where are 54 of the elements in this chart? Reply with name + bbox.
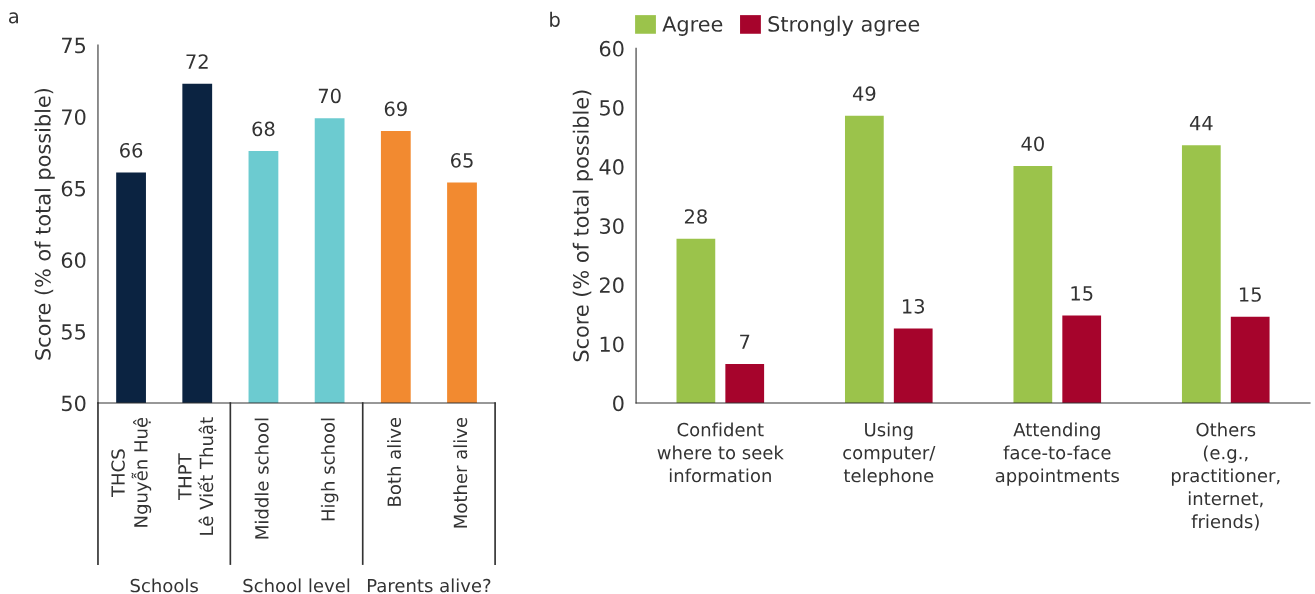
bar [676, 238, 716, 404]
x-tick-label: THCS Nguyễn Huệ [111, 417, 152, 527]
text: Parents alive? [367, 578, 491, 593]
data-label: 65 [450, 152, 473, 168]
y-axis-title: Score (% of total possible) [572, 90, 593, 362]
y-tick-label: 30 [600, 218, 624, 234]
y-tick-label: 55 [61, 324, 86, 340]
y-tick-label: 60 [599, 40, 624, 57]
data-label: 66 [120, 142, 143, 158]
x-tick-label: Using computer/ telephone [843, 422, 936, 486]
data-label: 69 [384, 101, 407, 117]
bar [1230, 316, 1270, 404]
data-label: 70 [318, 88, 341, 104]
bar [893, 328, 933, 404]
data-label: 28 [684, 209, 707, 224]
bar [844, 115, 884, 404]
y-tick-label: 65 [61, 180, 86, 197]
data-label: 7 [740, 334, 750, 349]
chart-title: a [8, 12, 18, 24]
x-tick-label: Both alive [387, 417, 402, 506]
x-tick-label: Mother alive [453, 417, 468, 528]
legend-label: Agree [662, 16, 723, 36]
data-label: 49 [852, 86, 876, 101]
x-tick-label: Middle school [254, 418, 269, 539]
data-label: 44 [1189, 116, 1213, 131]
bar [1062, 315, 1102, 404]
y-tick-label: 0 [613, 395, 624, 412]
y-tick-label: 10 [600, 336, 624, 353]
x-tick-label: Others (e.g., practitioner, internet, friends) [1171, 422, 1280, 531]
text: Schools [130, 578, 198, 593]
data-label: 40 [1021, 136, 1044, 152]
text: School level [243, 578, 350, 593]
data-label: 15 [1239, 287, 1261, 302]
data-label: 15 [1071, 286, 1093, 301]
y-axis-title: Score (% of total possible) [34, 88, 55, 360]
y-tick-label: 40 [599, 159, 624, 175]
chart-title: b [550, 11, 560, 27]
x-tick-label: THPT Lê Viết Thuật [178, 417, 217, 535]
y-tick-label: 50 [61, 395, 86, 412]
data-label: 68 [252, 121, 275, 137]
x-tick-label: Confident where to seek information [657, 422, 784, 483]
y-tick-label: 60 [61, 252, 86, 269]
data-label: 13 [902, 298, 925, 314]
data-label: 72 [186, 54, 208, 69]
y-tick-label: 20 [599, 277, 624, 294]
y-tick-label: 75 [62, 37, 86, 54]
bar [1013, 166, 1053, 404]
bar [1181, 145, 1221, 404]
y-tick-label: 70 [62, 109, 86, 125]
y-tick-label: 50 [600, 99, 624, 116]
bar [725, 364, 765, 404]
legend-label: Strongly agree [768, 15, 920, 36]
x-tick-label: Attending face-to-face appointments [995, 422, 1119, 486]
x-tick-label: High school [320, 418, 339, 521]
